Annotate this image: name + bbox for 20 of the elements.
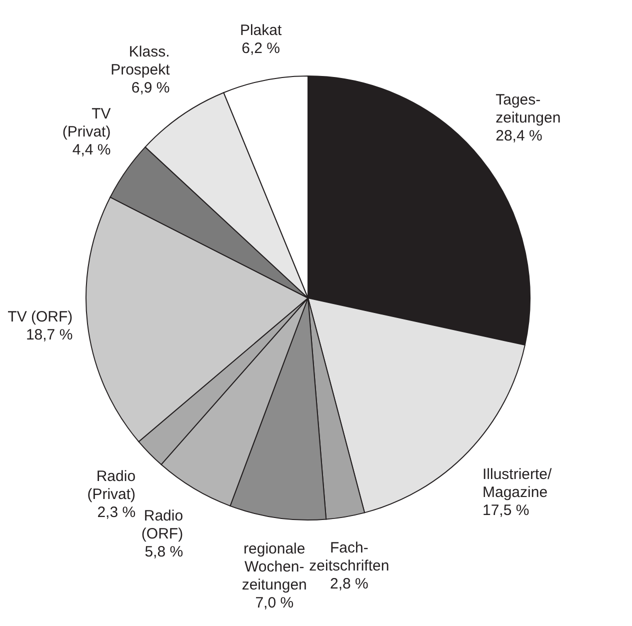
slice-label: Fach- zeitschriften xyxy=(309,539,390,574)
slice-label: Tages- zeitungen xyxy=(496,92,561,127)
slice-label: Klass. Prospekt xyxy=(110,44,171,79)
slice-label: regionale Wochen- zeitungen xyxy=(242,540,307,594)
slice-label: TV (Privat) xyxy=(62,105,111,140)
slice-label: Illustrierte/ Magazine xyxy=(482,466,553,501)
data-label: 5,8 % xyxy=(144,543,184,560)
data-label: 17,5 % xyxy=(482,502,530,519)
slice-label: TV (ORF) xyxy=(8,308,73,326)
data-label: 6,2 % xyxy=(242,40,280,57)
slice-label: Plakat xyxy=(240,22,282,39)
data-label: 28,4 % xyxy=(496,128,542,145)
data-label: 2,8 % xyxy=(330,575,368,592)
data-label: 6,9 % xyxy=(131,80,170,97)
data-label: 18,7 % xyxy=(26,326,73,344)
data-label: 2,3 % xyxy=(97,504,136,522)
data-label: 7,0 % xyxy=(255,594,294,612)
slice-label: Radio (Privat) xyxy=(87,468,136,504)
data-label: 4,4 % xyxy=(72,141,111,158)
slice-label: Radio (ORF) xyxy=(141,507,184,542)
